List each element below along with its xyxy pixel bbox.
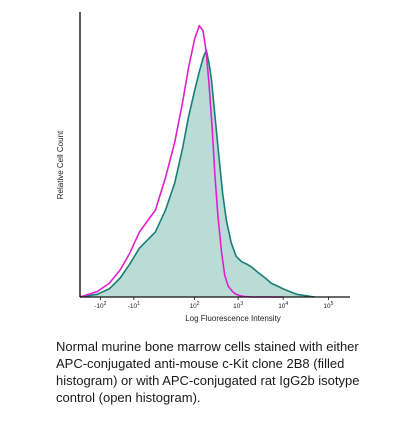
x-tick-label: 102 [190,301,200,310]
y-axis-label: Relative Cell Count [56,130,65,199]
filled-histogram-area [80,50,315,297]
x-tick-label: -101 [128,301,140,310]
axis-layer: -102 -101 102 103 104 105 [79,12,350,310]
x-tick-label: 103 [233,301,243,310]
filled-histogram-outline [79,49,315,298]
series-layer [79,24,315,298]
x-axis-label: Log Fluorescence Intensity [185,314,281,323]
figure-caption: Normal murine bone marrow cells stained … [56,339,360,405]
histogram-chart: Relative Cell Count Log Fluorescence Int… [56,12,350,323]
x-tick-label: 104 [278,301,288,310]
open-histogram-line [79,24,284,298]
x-tick-label: 105 [323,301,333,310]
x-tick-label: -102 [94,301,106,310]
